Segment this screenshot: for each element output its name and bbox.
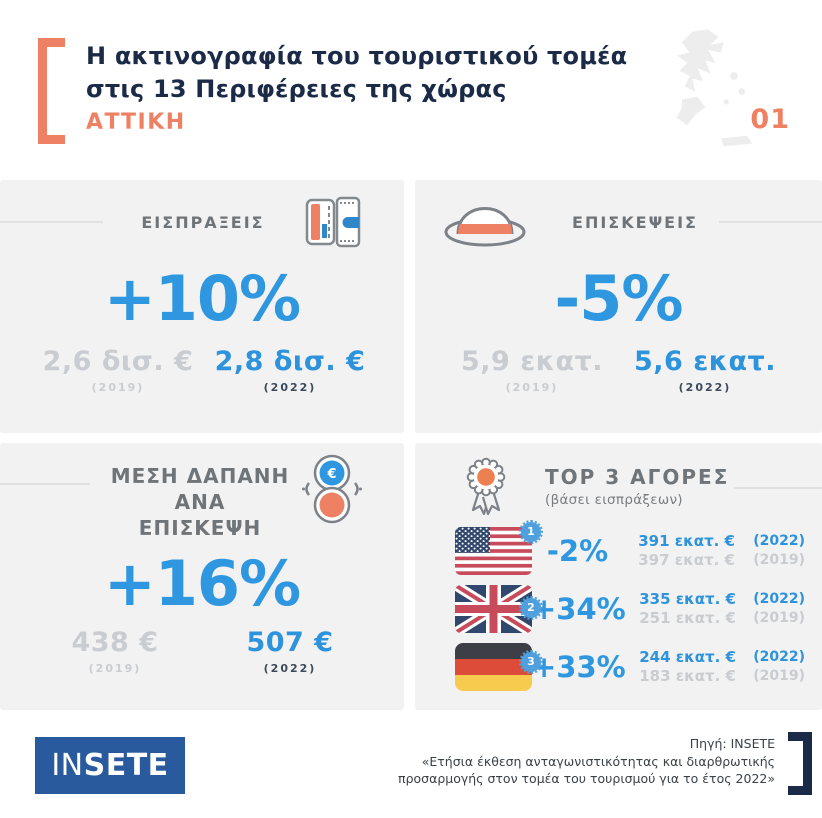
divider-line: [719, 221, 822, 223]
receipts-old-value: 2,6 δισ. €: [42, 346, 194, 377]
market-new-year: (2022): [753, 648, 805, 665]
visits-new: 5,6 εκατ. (2022): [625, 346, 785, 394]
page-number: 01: [750, 104, 790, 135]
region-label: ΑΤΤΙΚΗ: [86, 110, 186, 135]
divider-line: [0, 221, 103, 223]
spend-change: +16%: [103, 547, 301, 620]
market-row-uk: 2 +34% 335 εκατ. € 251 εκατ. € (2022) (2…: [455, 581, 805, 636]
market-old-year: (2019): [753, 551, 805, 568]
spend-new: 507 € (2022): [210, 627, 370, 675]
market-values: 244 εκατ. € 183 εκατ. €: [626, 648, 736, 686]
spend-new-year: (2022): [263, 662, 317, 675]
divider-line: [734, 487, 822, 489]
receipts-new-year: (2022): [263, 381, 317, 394]
market-new-value: 244 εκατ. €: [639, 647, 736, 666]
navy-bracket-decoration: [788, 732, 812, 795]
spend-new-value: 507 €: [246, 627, 334, 658]
title-line1: Η ακτινογραφία του τουριστικού τομέα: [86, 42, 628, 70]
receipts-new: 2,8 δισ. € (2022): [210, 346, 370, 394]
market-new-year: (2022): [753, 532, 805, 549]
page-title: Η ακτινογραφία του τουριστικού τομέα στι…: [86, 40, 627, 106]
logo-text-sete: SETE: [83, 748, 169, 783]
spend-old-value: 438 €: [71, 627, 159, 658]
insete-logo: IN SETE: [35, 737, 185, 794]
visits-new-year: (2022): [678, 381, 732, 394]
panel-top-markets: TOP 3 ΑΓΟΡΕΣ (βάσει εισπράξεων): [415, 443, 822, 710]
visits-old-value: 5,9 εκατ.: [461, 346, 603, 377]
greece-map-watermark: [676, 29, 753, 147]
medal-icon: [466, 457, 506, 515]
market-values: 335 εκατ. € 251 εκατ. €: [626, 590, 736, 628]
source-line3: προσαρμογής στον τομέα του τουρισμού για…: [398, 771, 775, 786]
logo-text-in: IN: [51, 748, 84, 783]
markets-title-block: TOP 3 ΑΓΟΡΕΣ (βάσει εισπράξεων): [545, 465, 729, 508]
market-new-value: 335 εκατ. €: [639, 589, 736, 608]
panel-receipts: ΕΙΣΠΡΑΞΕΙΣ +10% 2,6 δισ. € (2019) 2,8 δι…: [0, 180, 404, 433]
flag-usa: 1: [455, 519, 543, 575]
market-change: +34%: [532, 591, 626, 626]
card-payment-icon: [305, 196, 361, 248]
market-old-year: (2019): [753, 667, 805, 684]
markets-title: TOP 3 ΑΓΟΡΕΣ: [545, 465, 730, 489]
visits-old: 5,9 εκατ. (2019): [442, 346, 622, 394]
rank-badge: 2: [519, 595, 543, 620]
source-citation: Πηγή: INSETE «Ετήσια έκθεση ανταγωνιστικ…: [345, 735, 775, 788]
market-old-value: 183 εκατ. €: [639, 666, 736, 685]
receipts-old-year: (2019): [91, 381, 145, 394]
divider-line: [0, 483, 90, 485]
market-years: (2022) (2019): [741, 532, 805, 570]
market-row-usa: 1 -2% 391 εκατ. € 397 εκατ. € (2022) (20…: [455, 519, 805, 578]
receipts-new-value: 2,8 δισ. €: [214, 346, 366, 377]
market-change: +33%: [532, 649, 626, 684]
spend-old: 438 € (2019): [25, 627, 205, 675]
visits-new-value: 5,6 εκατ.: [634, 346, 776, 377]
spend-old-year: (2019): [88, 662, 142, 675]
source-line1: Πηγή: INSETE: [689, 736, 775, 751]
panel-visits: ΕΠΙΣΚΕΨΕΙΣ -5% 5,9 εκατ. (2019) 5,6 εκατ…: [415, 180, 822, 433]
market-row-germany: 3 +33% 244 εκατ. € 183 εκατ. € (2022) (2…: [455, 639, 805, 694]
panel-average-spend: ΜΕΣΗ ΔΑΠΑΝΗ ΑΝΑ ΕΠΙΣΚΕΨΗ € +16% 438 € (2…: [0, 443, 404, 710]
flag-uk: 2: [455, 584, 543, 633]
market-old-year: (2019): [753, 609, 805, 626]
market-change: -2%: [546, 533, 609, 568]
market-new-year: (2022): [753, 590, 805, 607]
spend-title-line1: ΜΕΣΗ ΔΑΠΑΝΗ: [110, 464, 290, 488]
source-line2: «Ετήσια έκθεση ανταγωνιστικότητας και δι…: [421, 753, 775, 769]
market-values: 391 εκατ. € 397 εκατ. €: [623, 532, 735, 570]
market-old-value: 251 εκατ. €: [639, 608, 736, 627]
market-years: (2022) (2019): [742, 648, 805, 686]
receipts-old: 2,6 δισ. € (2019): [28, 346, 208, 394]
markets-rows: 1 -2% 391 εκατ. € 397 εκατ. € (2022) (20…: [455, 519, 805, 697]
market-old-value: 397 εκατ. €: [638, 550, 735, 569]
euro-coins-icon: €: [302, 454, 362, 524]
markets-subtitle: (βάσει εισπράξεων): [545, 492, 683, 508]
market-new-value: 391 εκατ. €: [638, 531, 735, 550]
title-line2: στις 13 Περιφέρειες της χώρας: [86, 75, 507, 103]
orange-bracket-decoration: [38, 38, 65, 144]
spend-title-line2: ΑΝΑ ΕΠΙΣΚΕΨΗ: [138, 490, 262, 540]
hat-icon: [444, 207, 526, 247]
visits-title: ΕΠΙΣΚΕΨΕΙΣ: [572, 213, 698, 232]
rank-badge: 3: [519, 649, 543, 674]
market-years: (2022) (2019): [742, 590, 805, 628]
svg-text:€: €: [326, 467, 336, 482]
spend-title: ΜΕΣΗ ΔΑΠΑΝΗ ΑΝΑ ΕΠΙΣΚΕΨΗ: [110, 463, 290, 541]
visits-change: -5%: [554, 262, 684, 335]
rank-badge: 1: [519, 519, 543, 544]
visits-old-year: (2019): [505, 381, 559, 394]
receipts-change: +10%: [103, 262, 301, 335]
flag-germany: 3: [455, 642, 543, 691]
receipts-title: ΕΙΣΠΡΑΞΕΙΣ: [141, 213, 265, 232]
